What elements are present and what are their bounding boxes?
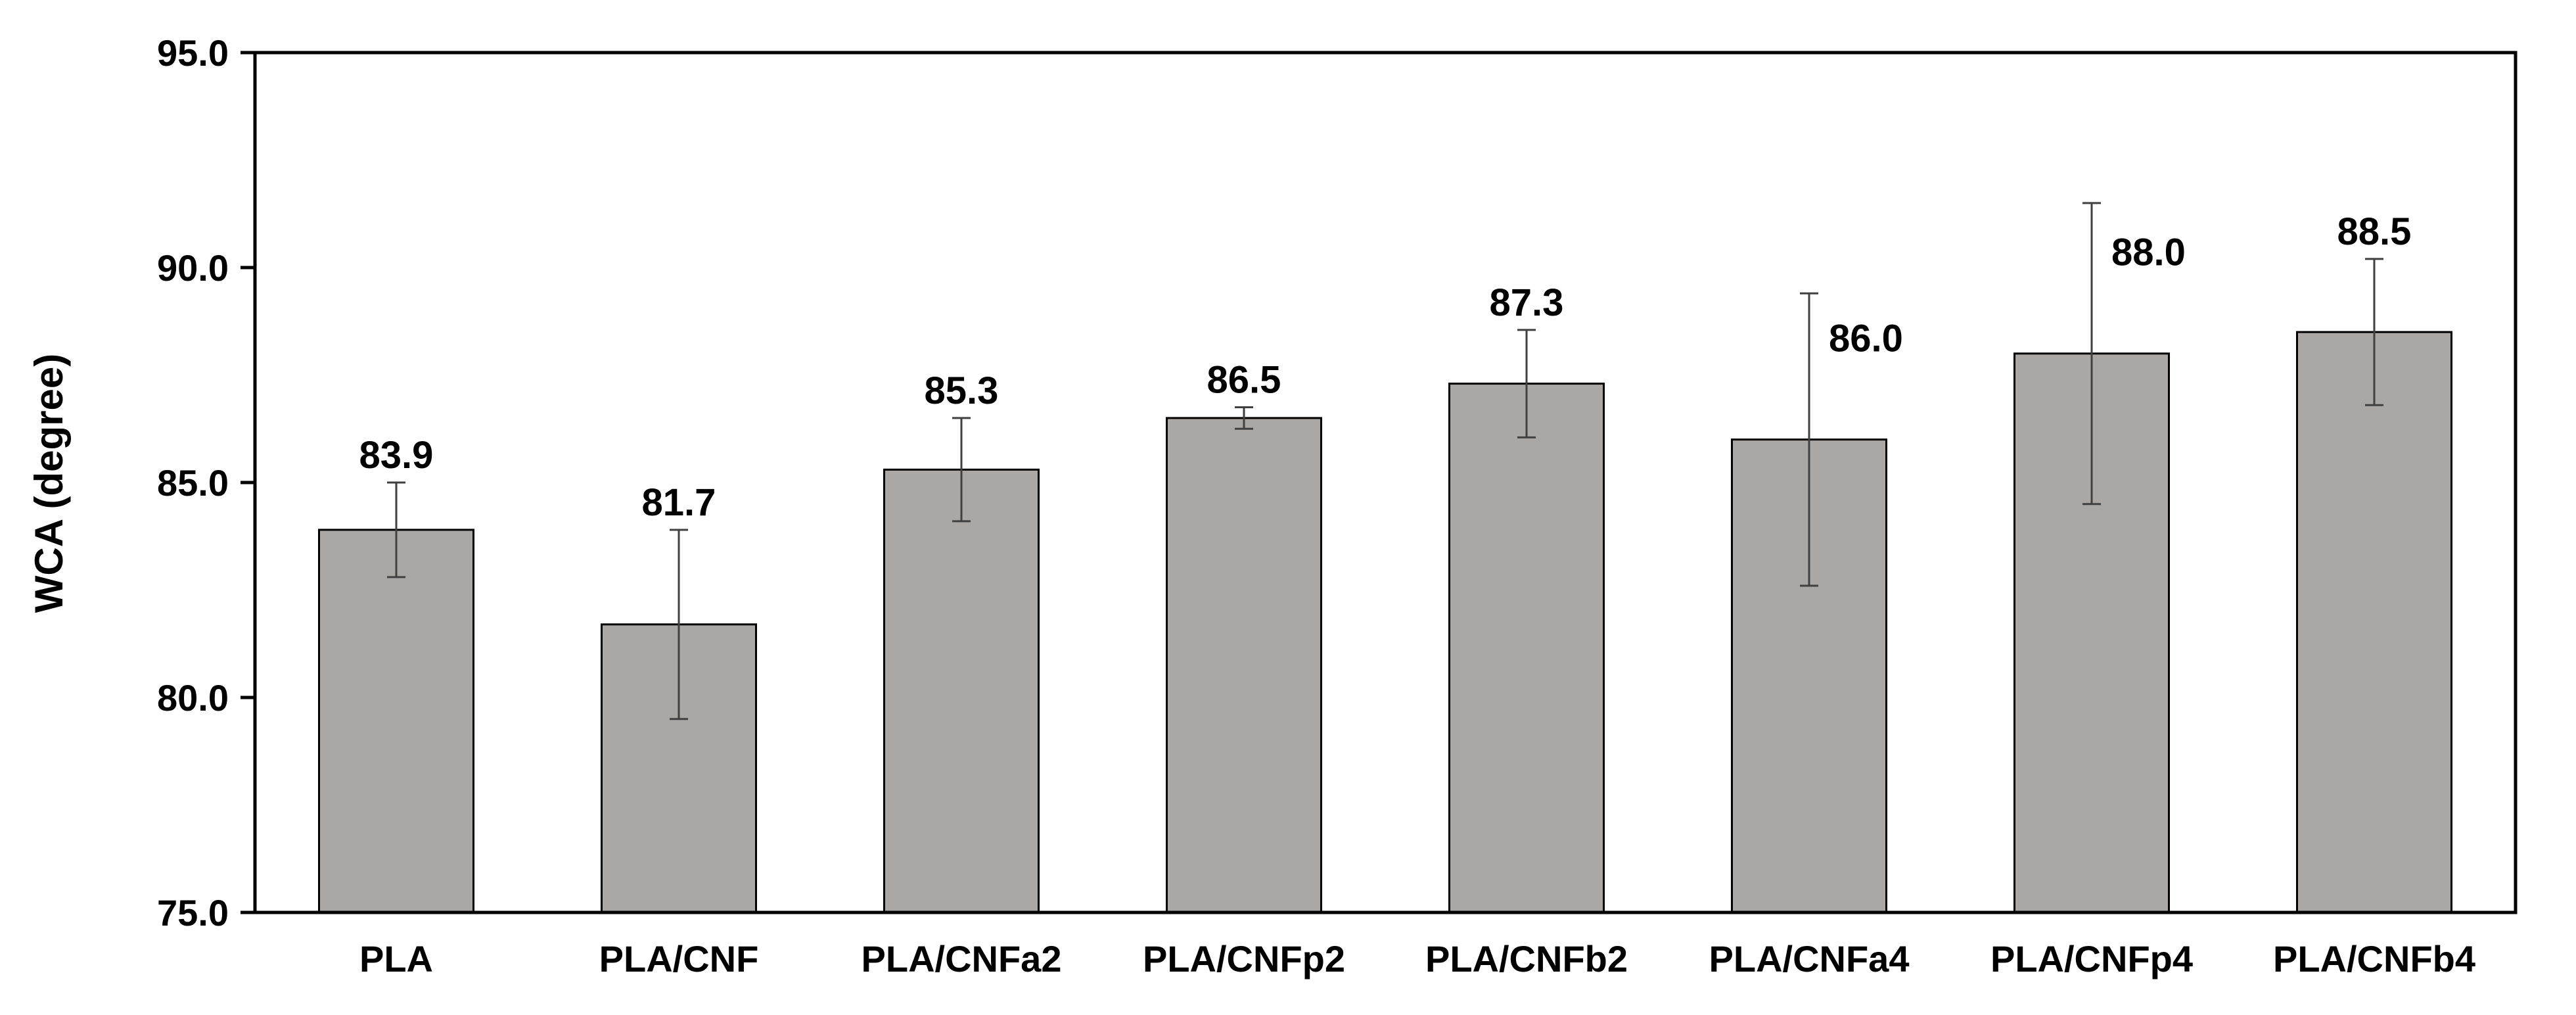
x-axis: PLA PLA/CNF PLA/CNFa2 PLA/CNFp2 PLA/CNFb2 PLA… xyxy=(359,938,2475,980)
data-label: 85.3 xyxy=(925,369,999,412)
data-label: 86.0 xyxy=(1829,318,1903,360)
error-bar xyxy=(387,481,405,578)
bar xyxy=(318,529,474,914)
x-tick-label: PLA/CNFb2 xyxy=(1425,938,1628,980)
x-tick-label: PLA/CNFp2 xyxy=(1143,938,1345,980)
bar xyxy=(883,468,1040,914)
y-tick-label: 75.0 xyxy=(157,892,229,933)
y-axis-title: WCA (degree) xyxy=(27,354,71,613)
y-tick-label: 85.0 xyxy=(157,462,229,504)
y-tick-label: 90.0 xyxy=(157,247,229,289)
x-tick-label: PLA/CNFa4 xyxy=(1709,938,1910,980)
y-tick-label: 95.0 xyxy=(157,32,229,74)
bar xyxy=(2296,331,2452,914)
error-bar xyxy=(1517,329,1536,438)
data-label: 86.5 xyxy=(1207,359,1281,402)
bar xyxy=(1448,383,1605,914)
x-tick-label: PLA/CNFb4 xyxy=(2273,938,2475,980)
error-bar xyxy=(952,417,971,523)
bar xyxy=(1166,417,1322,914)
plot-frame xyxy=(253,51,2518,914)
bars xyxy=(318,331,2452,914)
data-label: 87.3 xyxy=(1490,281,1564,324)
error-bar xyxy=(2365,258,2383,406)
data-labels: 83.9 81.7 85.3 86.5 87.3 86.0 88.0 88.5 xyxy=(359,210,2412,524)
y-tick-label: 80.0 xyxy=(157,677,229,719)
data-label: 88.0 xyxy=(2111,231,2186,274)
error-bar xyxy=(670,529,688,720)
error-bars xyxy=(387,202,2383,720)
error-bar xyxy=(1800,292,1818,587)
data-label: 81.7 xyxy=(642,481,716,524)
y-axis: 75.0 80.0 85.0 90.0 95.0 xyxy=(157,32,255,933)
data-label: 83.9 xyxy=(359,434,434,477)
x-tick-label: PLA/CNF xyxy=(599,938,759,980)
data-label: 88.5 xyxy=(2337,210,2412,253)
x-tick-label: PLA xyxy=(359,938,433,980)
x-tick-label: PLA/CNFa2 xyxy=(862,938,1062,980)
error-bar xyxy=(2082,202,2101,506)
x-tick-label: PLA/CNFp4 xyxy=(1990,938,2193,980)
error-bar xyxy=(1235,406,1253,430)
